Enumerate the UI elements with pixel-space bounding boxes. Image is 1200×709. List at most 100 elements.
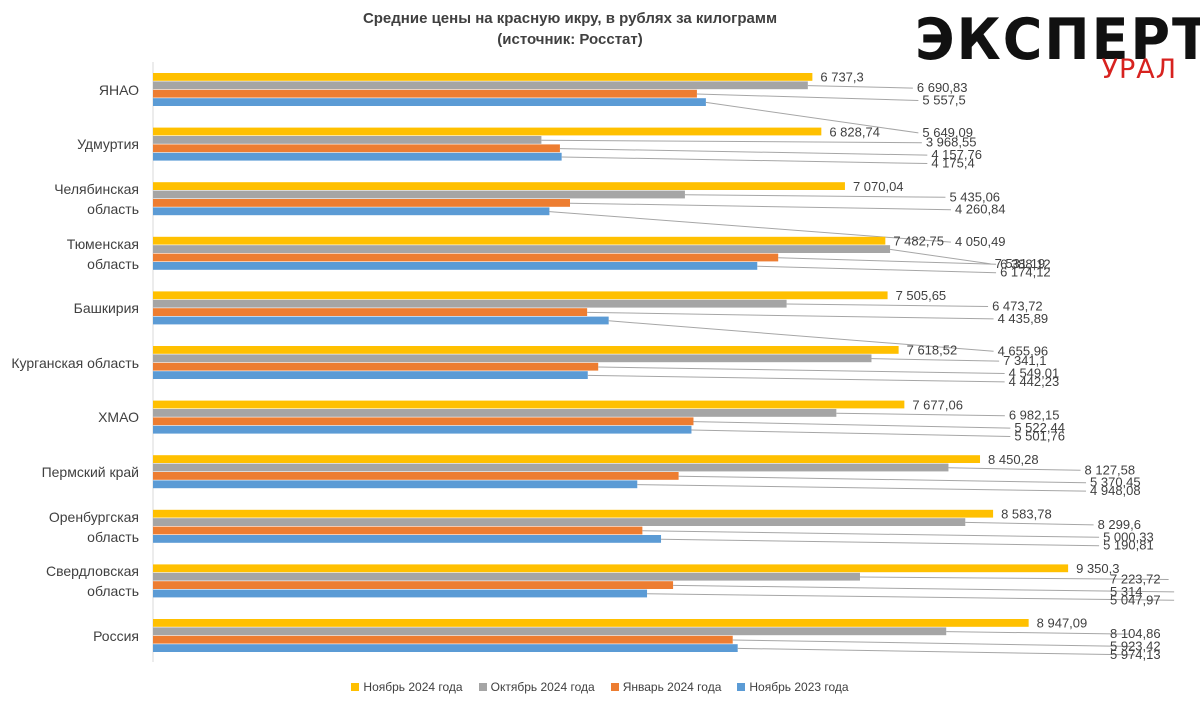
legend-label: Ноябрь 2024 года xyxy=(363,680,463,694)
bar xyxy=(153,207,550,216)
bar xyxy=(153,644,738,652)
data-label: 5 557,5 xyxy=(922,93,965,108)
data-label: 4 549,01 xyxy=(1009,366,1060,381)
data-label-leader-line xyxy=(608,320,994,352)
bar xyxy=(153,136,542,144)
data-label-leader-line xyxy=(598,366,1005,374)
bar xyxy=(153,152,562,161)
category-label: Свердловская область xyxy=(45,563,139,600)
legend-swatch xyxy=(351,683,360,691)
data-label: 5 370,45 xyxy=(1090,475,1141,490)
bar xyxy=(153,509,994,518)
data-label: 4 157,76 xyxy=(931,147,982,162)
data-label-leader-line xyxy=(587,311,994,320)
category-label: ХМАО xyxy=(98,409,139,426)
bar xyxy=(153,572,860,581)
category-label: Оренбургская область xyxy=(48,508,139,545)
data-label-leader-line xyxy=(587,374,1005,383)
data-label: 7 618,52 xyxy=(907,343,958,358)
data-label: 8 299,6 xyxy=(1098,517,1141,532)
data-label: 8 127,58 xyxy=(1085,462,1136,477)
data-label: 4 948,08 xyxy=(1090,483,1141,498)
data-label-leader-line xyxy=(642,530,1100,538)
bar xyxy=(153,346,899,354)
data-label-leader-line xyxy=(678,475,1087,484)
bar xyxy=(153,81,808,90)
bar xyxy=(153,627,947,636)
legend-item: Ноябрь 2024 года xyxy=(351,680,463,694)
data-label: 8 104,86 xyxy=(1110,626,1161,641)
data-label: 7 341,1 xyxy=(1003,353,1046,368)
data-label-leader-line xyxy=(647,593,1175,601)
data-label: 6 737,3 xyxy=(820,70,863,85)
brand-subtitle: УРАЛ xyxy=(1101,54,1177,85)
legend-label: Октябрь 2024 года xyxy=(490,680,595,694)
data-label: 4 435,89 xyxy=(998,311,1049,326)
bar xyxy=(153,291,888,300)
category-label: Тюменская область xyxy=(66,235,139,272)
legend-item: Январь 2024 года xyxy=(610,680,721,694)
legend-item: Ноябрь 2023 года xyxy=(737,680,849,694)
data-label: 9 350,3 xyxy=(1076,561,1119,576)
bar xyxy=(153,245,891,253)
chart-title: Средние цены на красную икру, в рублях з… xyxy=(300,8,840,50)
data-label: 7 223,72 xyxy=(1110,572,1161,587)
data-label-leader-line xyxy=(757,265,997,274)
bar xyxy=(153,480,638,489)
data-label: 5 522,44 xyxy=(1014,420,1065,435)
data-label: 8 947,09 xyxy=(1037,616,1088,631)
data-label-leader-line xyxy=(569,202,951,211)
chart-legend: Ноябрь 2024 года Октябрь 2024 года Январь … xyxy=(0,680,1200,694)
bar xyxy=(153,619,1029,627)
bar xyxy=(153,463,949,472)
data-label: 7 677,06 xyxy=(912,397,963,412)
bar xyxy=(153,308,588,316)
category-label: ЯНАО xyxy=(98,81,139,98)
data-label: 4 175,4 xyxy=(931,156,974,171)
bar xyxy=(153,564,1069,573)
data-label: 7 070,04 xyxy=(853,179,904,194)
data-label: 5 974,13 xyxy=(1110,647,1161,662)
data-label-leader-line xyxy=(836,412,1005,417)
data-label: 8 450,28 xyxy=(988,452,1039,467)
bar xyxy=(153,253,779,262)
data-label: 6 473,72 xyxy=(992,299,1043,314)
data-label-leader-line xyxy=(859,576,1169,580)
data-label: 5 435,06 xyxy=(949,189,1000,204)
data-label: 5 649,09 xyxy=(922,125,973,140)
data-label-leader-line xyxy=(661,538,1100,547)
bar xyxy=(153,455,981,463)
data-label: 7 482,75 xyxy=(893,234,944,249)
bar xyxy=(153,417,694,426)
legend-label: Ноябрь 2023 года xyxy=(749,680,849,694)
data-label-leader-line xyxy=(637,484,1087,492)
data-label-leader-line xyxy=(948,467,1081,471)
data-label-leader-line xyxy=(559,148,928,156)
bar xyxy=(153,409,837,417)
brand-logo: ЭКСПЕРТ УРАЛ xyxy=(915,6,1200,92)
data-label-leader-line xyxy=(890,248,991,265)
data-label: 8 583,78 xyxy=(1001,507,1052,522)
data-label-leader-line xyxy=(871,358,1000,362)
data-label: 4 050,49 xyxy=(955,234,1006,249)
bar xyxy=(153,199,571,207)
data-label: 5 923,42 xyxy=(1110,639,1161,654)
category-label: Россия xyxy=(93,627,139,644)
data-label-leader-line xyxy=(561,156,928,164)
bar xyxy=(153,581,674,589)
bar xyxy=(153,362,599,371)
bar xyxy=(153,535,662,543)
data-label-leader-line xyxy=(778,257,997,265)
data-label-leader-line xyxy=(786,303,989,307)
legend-item: Октябрь 2024 года xyxy=(478,680,595,694)
data-label-leader-line xyxy=(673,584,1175,593)
bar xyxy=(153,127,822,136)
data-label-leader-line xyxy=(684,194,946,198)
data-label: 5 314 xyxy=(1110,584,1143,599)
brand-name: ЭКСПЕРТ xyxy=(915,6,1200,73)
bar xyxy=(153,371,588,379)
legend-swatch xyxy=(737,683,746,691)
data-label: 5 047,97 xyxy=(1110,592,1161,607)
data-label: 6 828,74 xyxy=(829,124,880,139)
